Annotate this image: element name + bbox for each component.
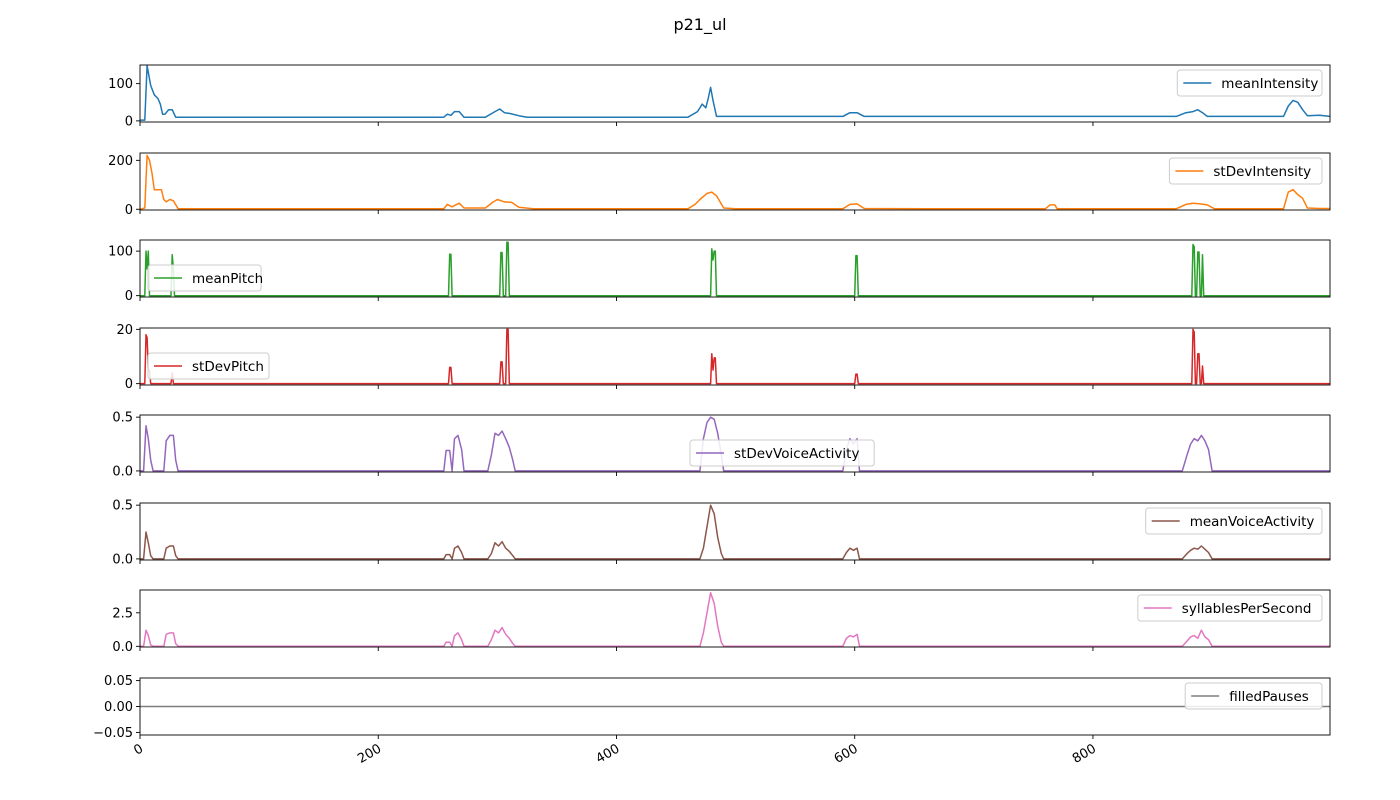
axes-frame <box>139 239 1331 298</box>
y-tick-label: 0 <box>125 289 133 304</box>
y-tick-label: 0.0 <box>112 552 133 567</box>
legend-box <box>1145 507 1323 535</box>
y-tick-label: 2.5 <box>112 606 133 621</box>
axes-frame <box>139 152 1331 211</box>
subplot-stDevPitch: 0 20 stDevPitch <box>116 323 1331 392</box>
series-line-stDevVoiceActivity <box>140 416 1330 472</box>
legend-box <box>1184 682 1323 710</box>
series-line-meanPitch <box>140 241 1330 297</box>
axes-frame <box>139 327 1331 386</box>
legend-meanPitch: meanPitch <box>147 264 263 292</box>
subplot-meanIntensity: 0 100 meanIntensity <box>108 64 1331 129</box>
figure-title: p21_ul <box>673 15 726 35</box>
legend-syllablesPerSecond: syllablesPerSecond <box>1137 594 1323 622</box>
legend-box <box>147 352 270 380</box>
legend-label: stDevVoiceActivity <box>734 446 859 462</box>
y-tick-label: 0.05 <box>104 674 133 689</box>
y-tick-label: 0.5 <box>112 499 133 514</box>
y-tick-label: 0.0 <box>112 464 133 479</box>
legend-label: syllablesPerSecond <box>1182 601 1312 617</box>
series-line-meanIntensity <box>140 64 1331 121</box>
axes-frame <box>139 414 1331 473</box>
y-tick-label: 20 <box>116 323 133 338</box>
legend-stDevVoiceActivity: stDevVoiceActivity <box>689 439 875 467</box>
legend-label: filledPauses <box>1229 689 1309 705</box>
y-tick-label: 0.5 <box>112 411 133 426</box>
subplot-syllablesPerSecond: 0.0 2.5 syllablesPerSecond <box>112 589 1331 655</box>
y-tick-label: 100 <box>108 245 133 260</box>
y-tick-label: 0 <box>125 203 133 218</box>
legend-box <box>1137 594 1323 622</box>
legend-label: meanPitch <box>192 271 263 287</box>
y-tick-label: 0.00 <box>104 700 133 715</box>
series-line-stDevPitch <box>140 328 1330 385</box>
subplot-meanVoiceActivity: 0.0 0.5 meanVoiceActivity <box>112 499 1331 567</box>
y-tick-label: 0 <box>125 377 133 392</box>
axes-frame <box>139 64 1331 123</box>
y-tick-label: 0 <box>125 114 133 129</box>
y-tick-label: 100 <box>108 77 133 92</box>
legend-box <box>147 264 262 292</box>
legend-label: meanIntensity <box>1221 76 1318 92</box>
series-line-meanVoiceActivity <box>140 504 1330 560</box>
y-tick-label: −0.05 <box>93 726 133 741</box>
series-line-syllablesPerSecond <box>140 591 1330 648</box>
y-tick-label: 0.0 <box>112 640 133 655</box>
axes-frame <box>139 502 1331 561</box>
legend-label: meanVoiceActivity <box>1190 514 1315 530</box>
y-tick-label: 200 <box>108 154 133 169</box>
subplot-stDevVoiceActivity: 0.0 0.5 stDevVoiceActivity <box>112 411 1331 479</box>
legend-meanVoiceActivity: meanVoiceActivity <box>1145 507 1323 535</box>
legend-stDevIntensity: stDevIntensity <box>1168 157 1323 185</box>
legend-stDevPitch: stDevPitch <box>147 352 270 380</box>
legend-meanIntensity: meanIntensity <box>1176 69 1323 97</box>
legend-label: stDevPitch <box>192 359 264 375</box>
legend-box <box>1168 157 1323 185</box>
legend-filledPauses: filledPauses <box>1184 682 1323 710</box>
legend-box <box>689 439 875 467</box>
series-line-stDevIntensity <box>139 154 1330 211</box>
legend-box <box>1176 69 1323 97</box>
legend-label: stDevIntensity <box>1213 164 1311 180</box>
axes-frame <box>139 589 1331 648</box>
subplot-meanPitch: 0 100 meanPitch <box>108 239 1331 304</box>
subplot-stDevIntensity: 0 200 stDevIntensity <box>108 152 1331 218</box>
